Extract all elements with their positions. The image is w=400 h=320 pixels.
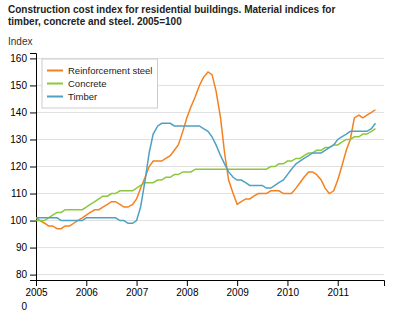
grid-line	[36, 220, 384, 221]
plot: 2005 2006 2007 2008 2009 2010 2011 80 90 100 110 12…	[10, 53, 384, 298]
x-tick-mark	[86, 280, 87, 286]
y-tick-label: 150	[10, 80, 27, 91]
y-tick: 100	[10, 215, 36, 226]
grid	[36, 58, 384, 274]
legend-label: Concrete	[68, 78, 107, 89]
title: Construction cost index for residential …	[8, 4, 335, 27]
lines	[36, 72, 375, 229]
y-tick: 140	[10, 107, 36, 118]
y-tick-mark	[30, 58, 36, 59]
y-tick-mark	[30, 167, 36, 168]
legend: Reinforcement steel Concrete Timber	[42, 59, 157, 108]
y-tick: 110	[11, 188, 36, 199]
x-tick-label: 2009	[227, 287, 250, 298]
x-tick-mark	[338, 280, 339, 286]
title-line: Construction cost index for residential …	[8, 4, 335, 15]
grid-line	[36, 274, 384, 275]
y-tick-mark	[30, 275, 36, 276]
x-tick-mark	[137, 280, 138, 286]
grid-line	[36, 139, 384, 140]
y-tick: 130	[10, 134, 36, 145]
y-tick-label: 110	[11, 188, 27, 199]
x-tick-label: 2006	[76, 287, 99, 298]
x-tick-mark	[237, 280, 238, 286]
x-tick: 2005	[25, 280, 48, 298]
series-line	[36, 72, 375, 229]
grid-line	[36, 247, 384, 248]
x-tick: 2010	[277, 280, 300, 298]
y-tick: 160	[10, 53, 36, 64]
legend-swatch	[47, 83, 63, 85]
y-tick-label: 160	[10, 53, 27, 64]
y-tick: 90	[16, 242, 36, 253]
legend-swatch	[47, 96, 63, 98]
y-tick-mark	[30, 112, 36, 113]
annotation: 0	[21, 301, 27, 312]
legend-swatch	[47, 70, 63, 72]
y-tick-mark	[30, 248, 36, 249]
y-tick-label: 100	[10, 215, 27, 226]
x-tick-mark	[287, 280, 288, 286]
x-tick-mark	[187, 280, 188, 286]
x-tick-label: 2010	[277, 287, 300, 298]
y-tick-label: 120	[10, 161, 27, 172]
y-tick-label: 140	[10, 107, 27, 118]
x-tick: 2006	[76, 280, 99, 298]
grid-line	[36, 112, 384, 113]
x-tick: 2008	[176, 280, 199, 298]
grid-line	[36, 193, 384, 194]
y-tick: 120	[10, 161, 36, 172]
x-tick: 2011	[327, 280, 349, 298]
y-tick-mark	[30, 139, 36, 140]
y-tick-mark	[30, 85, 36, 86]
x-tick-label: 2005	[25, 287, 48, 298]
grid-line	[36, 166, 384, 167]
series-line	[36, 129, 375, 221]
y-axis-line	[30, 54, 37, 281]
title-line: timber, concrete and steel. 2005=100	[8, 16, 182, 27]
y-tick: 150	[10, 80, 36, 91]
y-axis-title: Index	[8, 36, 32, 47]
y-tick-label: 90	[16, 242, 28, 253]
x-tick-label: 2011	[327, 287, 349, 298]
y-tick-label: 80	[16, 269, 28, 280]
chart: Construction cost index for residential …	[0, 0, 400, 320]
x-tick-label: 2008	[176, 287, 199, 298]
x-axis: 2005 2006 2007 2008 2009 2010 2011	[25, 280, 384, 298]
legend-label: Reinforcement steel	[68, 65, 152, 76]
series-line	[36, 123, 375, 223]
legend-label: Timber	[68, 91, 97, 102]
legend-box	[42, 59, 157, 108]
y-tick-mark	[30, 194, 36, 195]
y-tick-label: 130	[10, 134, 27, 145]
y-tick-mark	[30, 221, 36, 222]
x-axis-line	[37, 281, 385, 287]
x-tick-label: 2007	[126, 287, 149, 298]
y-tick: 80	[16, 269, 36, 280]
x-tick: 2009	[227, 280, 250, 298]
x-tick: 2007	[126, 280, 149, 298]
y-axis: 80 90 100 110 120 130 140 150 160	[10, 53, 36, 280]
